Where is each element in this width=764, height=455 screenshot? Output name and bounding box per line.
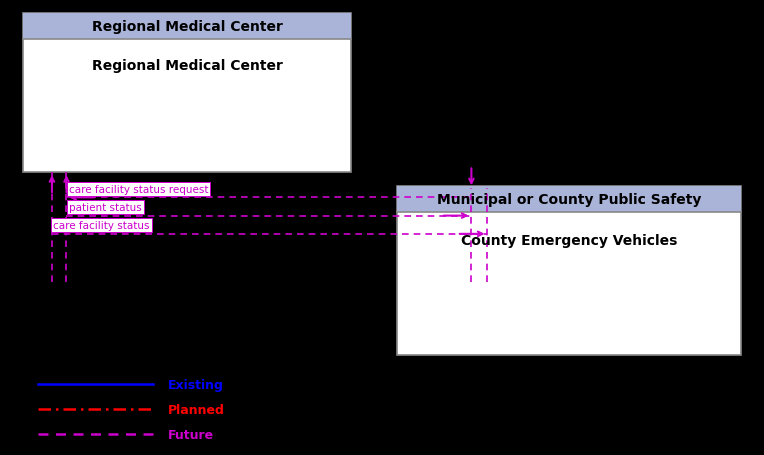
Text: Regional Medical Center: Regional Medical Center (92, 59, 283, 73)
Text: Future: Future (168, 428, 214, 441)
FancyBboxPatch shape (23, 14, 351, 40)
Text: care facility status request: care facility status request (69, 184, 209, 194)
FancyBboxPatch shape (23, 14, 351, 173)
Text: Existing: Existing (168, 378, 224, 391)
FancyBboxPatch shape (397, 187, 741, 355)
Text: Municipal or County Public Safety: Municipal or County Public Safety (437, 193, 701, 207)
Text: care facility status: care facility status (53, 221, 150, 231)
Text: Regional Medical Center: Regional Medical Center (92, 20, 283, 34)
Text: Planned: Planned (168, 403, 225, 416)
FancyBboxPatch shape (397, 187, 741, 213)
Text: County Emergency Vehicles: County Emergency Vehicles (461, 233, 678, 247)
Text: patient status: patient status (69, 202, 141, 212)
